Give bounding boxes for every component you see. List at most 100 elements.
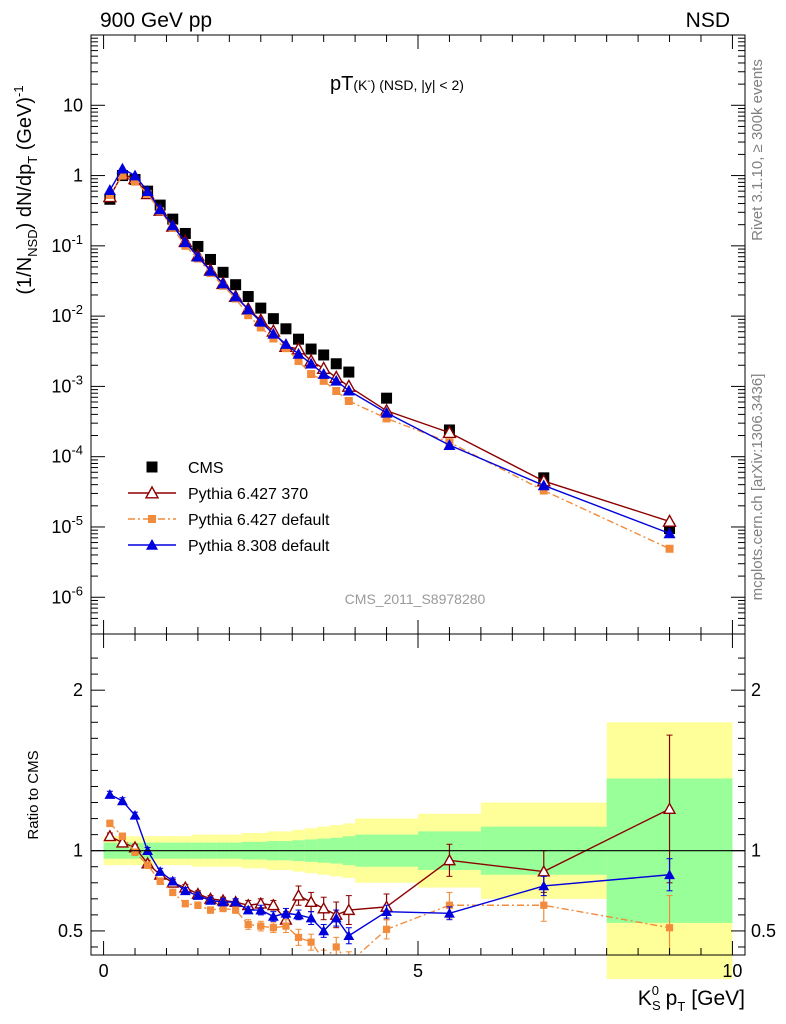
ratio-y-axis-label: Ratio to CMS (25, 750, 42, 839)
ratio-data-point (266, 898, 280, 911)
analysis-label: CMS_2011_S8978280 (345, 591, 486, 607)
main-data-point (663, 527, 676, 539)
main-y-tick-label: 10-6 (51, 583, 83, 607)
tick-label-exponent: -1 (71, 232, 83, 247)
main-data-point (254, 315, 267, 327)
ratio-data-point (445, 901, 454, 909)
ratio-data-point (118, 832, 127, 840)
main-data-point (204, 264, 217, 276)
main-data-point (244, 311, 253, 320)
xlabel-p: p (666, 987, 678, 1010)
ratio-data-point (103, 829, 117, 842)
ratio-data-point (294, 933, 303, 941)
main-data-point (380, 406, 393, 418)
main-data-point (118, 171, 127, 180)
main-data-point (179, 236, 192, 248)
ratio-data-point (345, 959, 352, 966)
tick-label-base: 10 (51, 447, 71, 467)
main-data-point (294, 356, 303, 365)
ratio-data-point (255, 904, 267, 915)
tick-label-base: 10 (51, 517, 71, 537)
main-series-layer (102, 162, 677, 553)
ratio-data-point (117, 795, 128, 806)
ratio-data-point (244, 920, 252, 929)
rivet-version-label: Rivet 3.1.10, ≥ 300k events (749, 59, 766, 241)
xlabel-sub-s: S (652, 998, 661, 1013)
tick-label-base: 10 (51, 236, 71, 256)
ratio-data-point (291, 888, 306, 901)
ratio-data-point (382, 925, 391, 933)
main-data-point (217, 277, 230, 289)
ratio-data-point (317, 901, 331, 914)
main-data-point (662, 513, 677, 527)
legend-label: Pythia 6.427 370 (188, 486, 308, 503)
main-data-point (116, 162, 129, 174)
ratio-data-point (307, 938, 315, 946)
ratio-data-point (192, 890, 204, 900)
main-data-point (332, 387, 341, 396)
ratio-data-point (444, 907, 455, 918)
ratio-data-point (242, 904, 254, 915)
energy-label: 900 GeV pp (100, 9, 212, 32)
main-data-point (256, 323, 265, 332)
ylabel-sup-minus-one: -1 (11, 85, 26, 97)
title-superscript-minus: - (367, 76, 370, 87)
ratio-data-point (257, 922, 265, 930)
ratio-data-point (538, 880, 550, 891)
ratio-data-point (332, 943, 340, 951)
main-plot-title-pt: pT (330, 73, 353, 95)
ratio-data-point (267, 911, 279, 921)
main-data-point (344, 396, 353, 405)
main-data-point (267, 313, 279, 325)
ratio-data-point (280, 907, 292, 918)
main-series-3 (103, 162, 676, 539)
legend-label: Pythia 6.427 default (188, 512, 330, 529)
legend-marker (148, 515, 156, 523)
ratio-data-point (282, 922, 290, 930)
ratio-data-point (320, 956, 327, 963)
main-data-point (229, 290, 242, 302)
main-y-tick-label: 10-1 (51, 232, 83, 256)
main-data-point (307, 370, 316, 379)
main-data-point (103, 184, 116, 195)
ratio-data-point (205, 895, 216, 905)
legend-marker (146, 539, 158, 550)
tick-label-exponent: -4 (71, 443, 83, 458)
legend-marker (146, 461, 158, 473)
ratio-data-point (115, 835, 130, 848)
ratio-data-point (219, 904, 227, 913)
main-data-point (204, 253, 216, 265)
x-tick-label: 10 (722, 961, 742, 981)
ratio-data-point (181, 900, 189, 908)
main-plot-title-particle: (K (353, 77, 368, 93)
main-y-axis-label: (1/NNSD) dN/dpT (GeV)-1 (11, 85, 40, 294)
ratio-data-point (330, 912, 342, 923)
ratio-data-point (129, 809, 141, 820)
ratio-data-point (179, 885, 191, 896)
main-data-point (179, 227, 191, 239)
main-data-point (166, 219, 179, 231)
main-data-point (342, 384, 355, 396)
xlabel-sub-t: T (677, 999, 685, 1014)
process-label: NSD (686, 9, 730, 32)
legend-label: Pythia 8.308 default (188, 538, 330, 555)
legend-entry: CMS (146, 460, 224, 477)
main-data-point (242, 303, 255, 315)
ylabel-part-c: (GeV) (14, 97, 36, 156)
main-data-point (317, 368, 330, 379)
main-data-point (267, 327, 280, 339)
ratio-data-point (167, 875, 179, 886)
ratio-data-point (305, 912, 317, 923)
main-data-point (330, 358, 342, 370)
main-data-point (537, 479, 550, 491)
main-data-point (305, 357, 318, 369)
ratio-data-point (442, 853, 457, 866)
ratio-data-point (664, 869, 675, 880)
main-data-point (382, 414, 391, 423)
tick-label-exponent: -6 (71, 583, 83, 598)
ratio-data-point (293, 909, 304, 920)
tick-label-base: 10 (51, 376, 71, 396)
